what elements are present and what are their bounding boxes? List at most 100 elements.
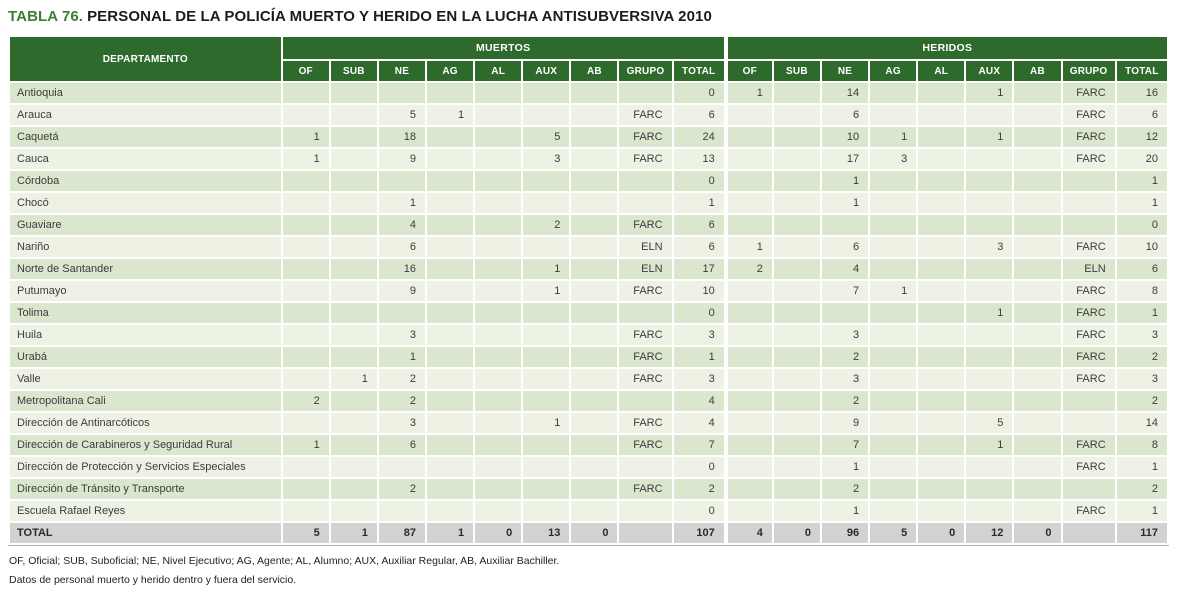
heridos-grupo-cell: FARC <box>1062 369 1115 389</box>
heridos-aux-cell <box>966 391 1013 411</box>
muertos-ab-cell <box>571 303 618 323</box>
heridos-grupo-cell: FARC <box>1062 237 1115 257</box>
heridos-al-cell <box>918 83 965 103</box>
heridos-al-cell <box>918 369 965 389</box>
muertos-total-cell: 10 <box>673 281 724 301</box>
table-row: Huila 3 FARC 3 3 FARC 3 <box>10 325 1167 345</box>
heridos-sub-cell <box>773 369 820 389</box>
muertos-grupo-cell <box>619 523 672 543</box>
heridos-aux-cell <box>966 479 1013 499</box>
muertos-al-cell <box>475 105 522 125</box>
heridos-al-cell <box>918 171 965 191</box>
muertos-al-cell <box>475 83 522 103</box>
table-row: Chocó 1 1 1 1 <box>10 193 1167 213</box>
heridos-total-cell: 117 <box>1116 523 1167 543</box>
muertos-aux-cell: 1 <box>523 281 570 301</box>
muertos-grupo-cell <box>619 501 672 521</box>
muertos-al-cell <box>475 457 522 477</box>
department-cell: Córdoba <box>10 171 281 191</box>
muertos-ne-cell: 1 <box>378 193 425 213</box>
heridos-ab-cell <box>1014 413 1061 433</box>
heridos-of-cell <box>725 105 772 125</box>
muertos-ne-cell: 6 <box>378 435 425 455</box>
heridos-al-cell <box>918 237 965 257</box>
muertos-grupo-cell <box>619 391 672 411</box>
heridos-ag-cell <box>870 237 917 257</box>
muertos-grupo-cell: FARC <box>619 435 672 455</box>
department-cell: Escuela Rafael Reyes <box>10 501 281 521</box>
heridos-of-cell <box>725 391 772 411</box>
muertos-grupo-cell: FARC <box>619 281 672 301</box>
muertos-ag-cell <box>427 171 474 191</box>
muertos-al-cell <box>475 369 522 389</box>
heridos-sub-cell <box>773 149 820 169</box>
muertos-ag-cell <box>427 259 474 279</box>
muertos-of-cell: 5 <box>282 523 329 543</box>
muertos-ne-cell <box>378 501 425 521</box>
heridos-sub-cell <box>773 259 820 279</box>
muertos-ne-cell: 1 <box>378 347 425 367</box>
heridos-sub-cell <box>773 303 820 323</box>
heridos-of-cell <box>725 347 772 367</box>
muertos-ab-cell <box>571 325 618 345</box>
heridos-grupo-cell <box>1062 479 1115 499</box>
muertos-sub-cell <box>330 501 377 521</box>
heridos-ab-cell <box>1014 105 1061 125</box>
heridos-ag-cell <box>870 347 917 367</box>
muertos-ag-cell <box>427 149 474 169</box>
department-cell: Guaviare <box>10 215 281 235</box>
heridos-sub-cell <box>773 83 820 103</box>
muertos-ag-cell <box>427 127 474 147</box>
table-row: Caquetá 1 18 5 FARC 24 10 1 1 FARC 12 <box>10 127 1167 147</box>
heridos-ab-cell <box>1014 171 1061 191</box>
table-row: Dirección de Protección y Servicios Espe… <box>10 457 1167 477</box>
muertos-ab-cell <box>571 237 618 257</box>
muertos-ab-cell <box>571 501 618 521</box>
department-cell: Cauca <box>10 149 281 169</box>
heridos-aux-cell <box>966 259 1013 279</box>
heridos-ne-cell: 1 <box>821 457 869 477</box>
muertos-ab-cell <box>571 347 618 367</box>
muertos-grupo-cell <box>619 171 672 191</box>
heridos-sub-cell <box>773 413 820 433</box>
muertos-ne-cell: 2 <box>378 369 425 389</box>
muertos-ne-cell <box>378 83 425 103</box>
heridos-total-cell: 20 <box>1116 149 1167 169</box>
muertos-al-cell <box>475 413 522 433</box>
heridos-ne-cell: 10 <box>821 127 869 147</box>
muertos-of-cell <box>282 237 329 257</box>
heridos-grupo-cell: ELN <box>1062 259 1115 279</box>
muertos-total-cell: 0 <box>673 457 724 477</box>
muertos-ag-cell <box>427 303 474 323</box>
header-heridos-total: TOTAL <box>1116 61 1167 81</box>
heridos-ne-cell: 96 <box>821 523 869 543</box>
muertos-aux-cell <box>523 435 570 455</box>
department-cell: Chocó <box>10 193 281 213</box>
heridos-ab-cell <box>1014 215 1061 235</box>
heridos-total-cell: 2 <box>1116 347 1167 367</box>
muertos-ne-cell: 9 <box>378 149 425 169</box>
muertos-grupo-cell: FARC <box>619 479 672 499</box>
heridos-al-cell <box>918 105 965 125</box>
group-header-row: DEPARTAMENTO MUERTOS HERIDOS <box>10 37 1167 81</box>
muertos-sub-cell <box>330 281 377 301</box>
muertos-grupo-cell <box>619 303 672 323</box>
heridos-grupo-cell: FARC <box>1062 281 1115 301</box>
muertos-total-cell: 1 <box>673 347 724 367</box>
muertos-grupo-cell: FARC <box>619 347 672 367</box>
muertos-grupo-cell: ELN <box>619 259 672 279</box>
muertos-sub-cell: 1 <box>330 523 377 543</box>
heridos-aux-cell <box>966 171 1013 191</box>
heridos-ag-cell: 3 <box>870 149 917 169</box>
muertos-ab-cell <box>571 369 618 389</box>
heridos-al-cell <box>918 193 965 213</box>
muertos-grupo-cell <box>619 457 672 477</box>
muertos-total-cell: 0 <box>673 171 724 191</box>
table-row: Arauca 5 1 FARC 6 6 FARC 6 <box>10 105 1167 125</box>
muertos-sub-cell <box>330 479 377 499</box>
muertos-total-cell: 17 <box>673 259 724 279</box>
muertos-ab-cell <box>571 83 618 103</box>
heridos-al-cell <box>918 413 965 433</box>
heridos-ne-cell: 17 <box>821 149 869 169</box>
heridos-sub-cell <box>773 281 820 301</box>
